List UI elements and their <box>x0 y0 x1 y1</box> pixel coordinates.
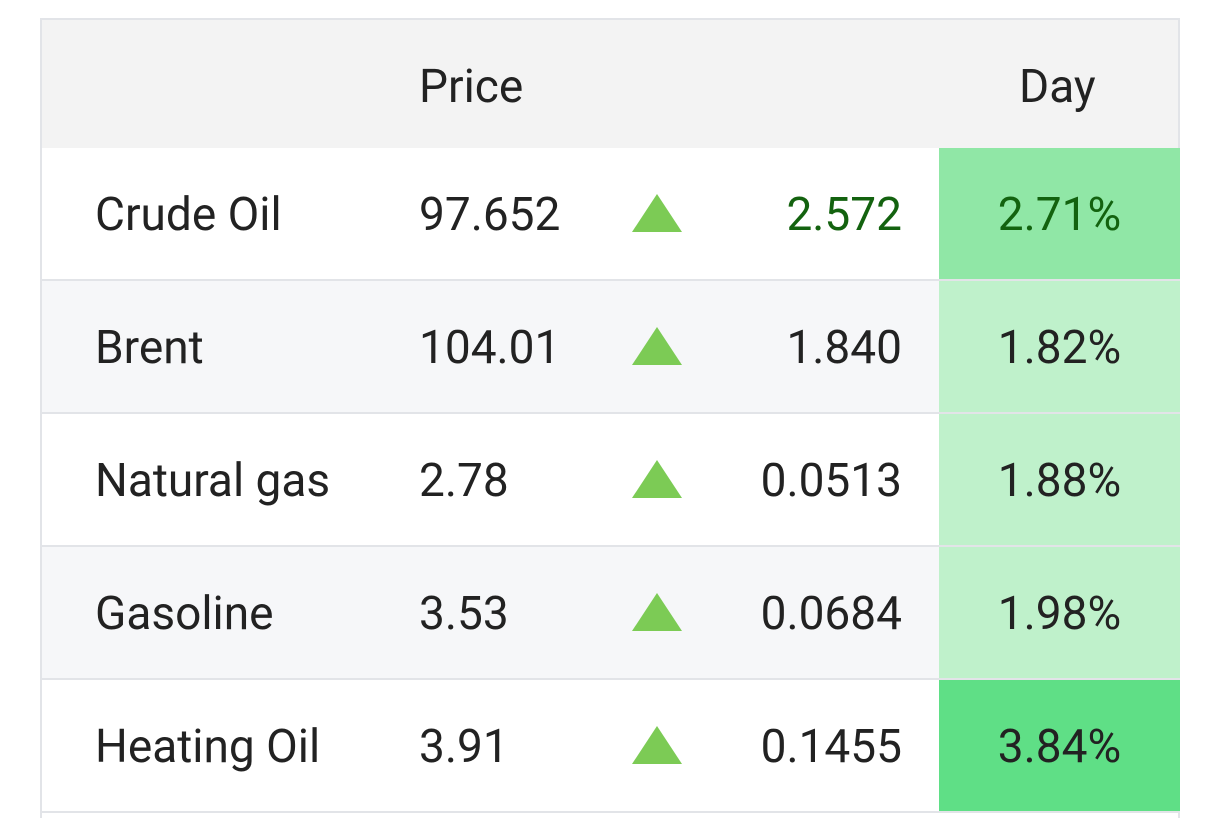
up-triangle <box>632 726 682 764</box>
up-arrow <box>632 327 682 365</box>
day-background <box>939 680 1180 811</box>
change: 2.572 <box>786 188 902 242</box>
up-arrow <box>632 460 682 498</box>
quotes-table: Price Day Crude Oil 97.652 2.572 2.71% Brent… <box>40 18 1180 818</box>
price: 2.78 <box>419 454 509 508</box>
price: 3.91 <box>419 720 509 774</box>
commodity-name: Brent <box>95 321 204 375</box>
price: 97.652 <box>419 188 561 242</box>
up-arrow <box>632 194 682 232</box>
price: 3.53 <box>419 587 509 641</box>
day-header: Day <box>1019 60 1096 114</box>
table-row: Gasoline 3.53 0.0684 1.98% <box>42 547 1180 680</box>
up-arrow <box>632 726 682 764</box>
day-change: 2.71% <box>997 188 1122 242</box>
up-triangle <box>632 327 682 365</box>
day-background <box>939 281 1180 412</box>
up-triangle <box>632 460 682 498</box>
up-triangle <box>632 593 682 631</box>
table-row: Crude Oil 97.652 2.572 2.71% <box>42 148 1180 281</box>
day-change: 1.98% <box>997 587 1122 641</box>
change: 0.0513 <box>760 454 902 508</box>
commodity-name: Gasoline <box>95 587 274 641</box>
day-change: 1.88% <box>997 454 1122 508</box>
table-row: Brent 104.01 1.840 1.82% <box>42 281 1180 414</box>
change: 1.840 <box>786 321 902 375</box>
table-row: Heating Oil 3.91 0.1455 3.84% <box>42 680 1180 813</box>
change: 0.0684 <box>760 587 902 641</box>
change: 0.1455 <box>760 720 902 774</box>
day-change: 1.82% <box>997 321 1122 375</box>
day-background <box>939 547 1180 678</box>
up-arrow <box>632 593 682 631</box>
up-triangle <box>632 194 682 232</box>
commodity-name: Heating Oil <box>95 720 321 774</box>
day-change: 3.84% <box>997 720 1122 774</box>
commodity-name: Crude Oil <box>95 188 282 242</box>
commodity-name: Natural gas <box>95 454 331 508</box>
header-row: Price Day <box>42 20 1178 150</box>
day-background <box>939 148 1180 279</box>
table-row: Natural gas 2.78 0.0513 1.88% <box>42 414 1180 547</box>
price: 104.01 <box>419 321 561 375</box>
day-background <box>939 414 1180 545</box>
price-header: Price <box>419 60 524 114</box>
